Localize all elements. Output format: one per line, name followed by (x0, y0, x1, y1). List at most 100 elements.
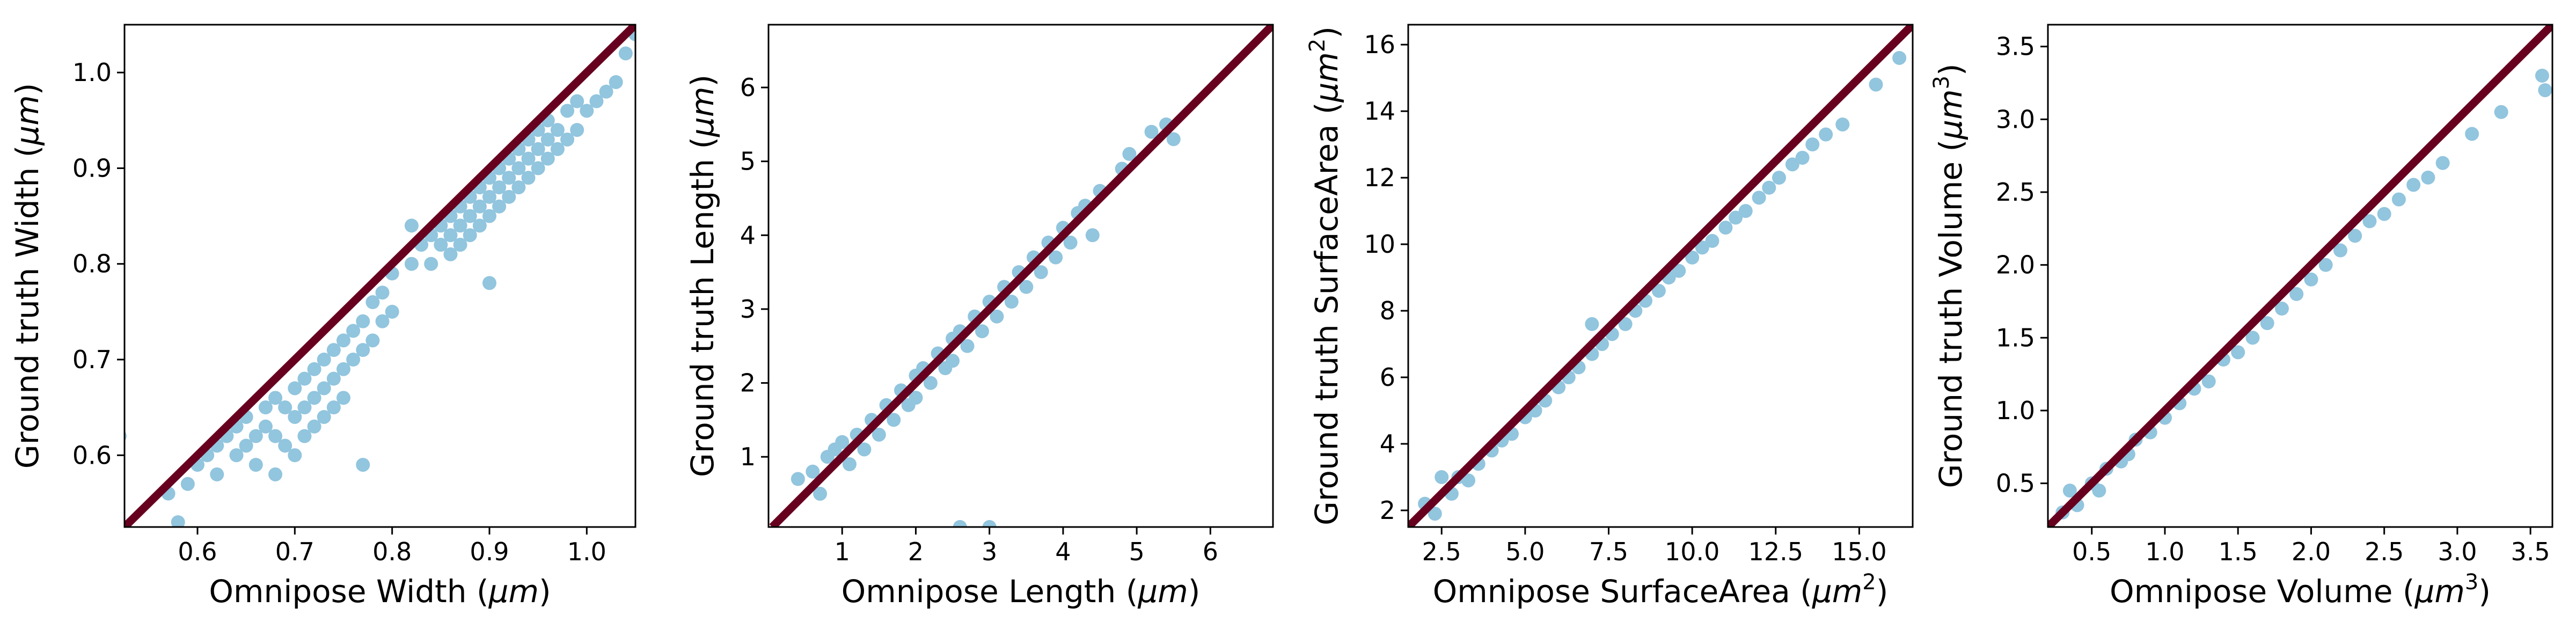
width-x-axis-label-text: Omnipose Width ( (209, 573, 488, 610)
x-tick-label: 0.5 (2072, 537, 2111, 566)
data-point (2333, 243, 2347, 258)
data-point (2494, 105, 2508, 119)
y-tick-label: 0.9 (72, 153, 112, 182)
data-point (443, 228, 458, 243)
x-tick-label: 0.7 (275, 537, 314, 566)
data-point (2062, 484, 2077, 498)
y-tick-label: 12 (1364, 163, 1395, 192)
data-point (1785, 157, 1799, 172)
volume-y-axis-label: Ground truth Volume (μm3) (1929, 63, 1969, 488)
volume-x-axis-label-unit-exponent: 3 (2465, 570, 2478, 595)
data-point (278, 400, 292, 415)
surfacearea-x-axis-label-unit-exponent: 2 (1862, 570, 1876, 595)
data-point (1618, 317, 1633, 331)
data-point (2274, 302, 2289, 316)
length-y-ticks: 1 2 3 4 5 6 (740, 73, 769, 471)
identity-line (769, 25, 1273, 527)
data-point (2318, 258, 2333, 272)
data-point (2304, 272, 2318, 287)
data-point (1795, 150, 1810, 165)
data-point (1019, 280, 1034, 294)
data-point (589, 94, 604, 108)
data-point (2377, 207, 2391, 221)
data-point (453, 218, 467, 233)
data-point (258, 400, 273, 415)
data-point (463, 228, 477, 243)
data-point (288, 448, 302, 463)
length-x-axis-label-close-paren: ) (1188, 573, 1201, 610)
data-point (1685, 250, 1700, 265)
data-point (356, 314, 370, 328)
x-tick-label: 2.5 (1422, 537, 1461, 566)
data-point (580, 104, 594, 118)
data-point (540, 132, 555, 147)
data-point (511, 180, 526, 195)
data-point (1428, 507, 1442, 521)
volume-x-ticks: 0.5 1.0 1.5 2.0 2.5 3.0 3.5 (2072, 527, 2550, 566)
surfacearea-x-axis-label-unit: μm (1812, 573, 1862, 610)
width-y-axis-label: Ground truth Width (μm) (9, 83, 46, 469)
data-point (609, 75, 623, 89)
length-x-axis-label: Omnipose Length (μm) (841, 573, 1201, 610)
volume-y-ticks: 0.5 1.0 1.5 2.0 2.5 3.0 3.5 (1996, 32, 2048, 498)
data-point (2092, 484, 2106, 498)
surfacearea-y-axis-label-text: Ground truth SurfaceArea ( (1308, 102, 1345, 525)
y-tick-label: 6 (740, 73, 756, 102)
width-x-axis-label-close-paren: ) (539, 573, 551, 610)
y-tick-label: 4 (1380, 429, 1395, 458)
data-point (570, 94, 584, 108)
data-point (1718, 221, 1733, 235)
surfacearea-y-ticks: 2 4 6 8 10 12 14 16 (1364, 30, 1408, 525)
y-tick-label: 4 (740, 221, 756, 250)
data-point (560, 132, 575, 147)
data-point (975, 324, 989, 339)
data-point (2348, 229, 2362, 243)
surfacearea-y-axis-label: Ground truth SurfaceArea (μm2) (1305, 26, 1345, 525)
data-point (531, 142, 545, 156)
data-point (570, 123, 584, 137)
y-tick-label: 2 (740, 369, 756, 398)
data-point (1869, 77, 1883, 92)
x-tick-label: 1.0 (567, 537, 606, 566)
y-tick-label: 16 (1364, 30, 1395, 59)
y-tick-label: 10 (1364, 230, 1395, 259)
plot-frame (767, 24, 1274, 528)
y-tick-label: 3.5 (1996, 32, 2035, 61)
data-point (404, 218, 419, 233)
data-point (2289, 287, 2304, 301)
data-point (278, 438, 292, 453)
volume-y-axis-label-unit-exponent: 3 (1929, 76, 1954, 89)
data-point (492, 180, 507, 195)
x-tick-label: 12.5 (1748, 537, 1803, 566)
data-point (434, 238, 448, 252)
data-point (923, 376, 938, 390)
data-point (365, 333, 380, 348)
surfacearea-x-axis-label: Omnipose SurfaceArea (μm2) (1433, 570, 1889, 610)
data-point (297, 400, 312, 415)
length-y-axis-label: Ground truth Length (μm) (684, 75, 721, 477)
length-y-axis-label-close-paren: ) (684, 75, 721, 87)
data-point (424, 257, 438, 271)
data-point (210, 467, 224, 481)
y-tick-label: 2.5 (1996, 178, 2035, 207)
volume-x-axis-label-close-paren: ) (2478, 573, 2491, 610)
data-point (317, 381, 331, 396)
volume-x-axis-label-unit: μm (2414, 573, 2464, 610)
surfacearea-x-ticks: 2.5 5.0 7.5 10.0 12.5 15.0 (1422, 527, 1887, 566)
data-point (1085, 228, 1100, 243)
data-point (1049, 250, 1063, 265)
y-tick-label: 6 (1380, 363, 1395, 392)
width-y-ticks: 0.6 0.7 0.8 0.9 1.0 (72, 58, 125, 470)
data-point (2406, 178, 2421, 192)
x-tick-label: 2.5 (2365, 537, 2404, 566)
data-point (248, 429, 263, 443)
length-x-axis-label-text: Omnipose Length ( (841, 573, 1138, 610)
data-point (317, 353, 331, 367)
scatter-panel-volume: 0.5 1.0 1.5 2.0 2.5 3.0 3.5 0.5 1.0 1.5 2.0 2.5 3.0 3… (1929, 24, 2553, 610)
width-y-axis-label-close-paren: ) (9, 83, 46, 96)
x-tick-label: 3.5 (2511, 537, 2550, 566)
scatter-panel-width: 0.6 0.7 0.8 0.9 1.0 0.6 0.7 0.8 0.9 1.0 Omnipose W… (9, 24, 636, 610)
x-tick-label: 1.5 (2219, 537, 2258, 566)
x-tick-label: 15.0 (1832, 537, 1886, 566)
surfacearea-x-axis-label-text: Omnipose SurfaceArea ( (1433, 573, 1812, 610)
